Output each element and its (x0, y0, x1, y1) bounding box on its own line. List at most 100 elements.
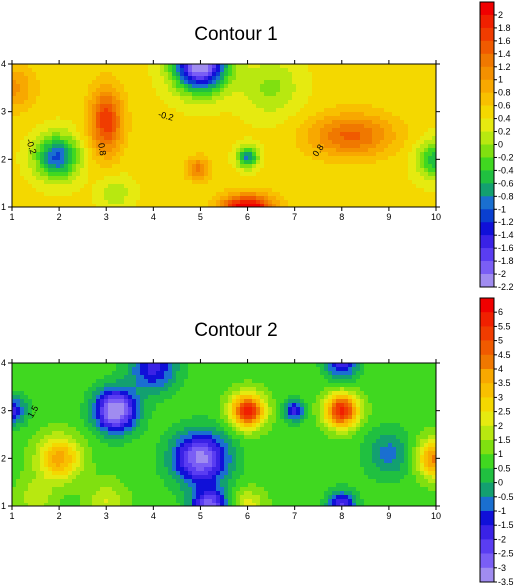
contour-cell (32, 188, 37, 193)
contour-cell (160, 192, 165, 197)
contour-cell (64, 116, 69, 121)
contour-cell (396, 88, 401, 93)
contour-cell (200, 152, 205, 157)
contour-cell (104, 375, 109, 380)
contour-cell (120, 124, 125, 129)
contour-cell (48, 80, 53, 85)
contour-cell (144, 188, 149, 193)
contour-cell (244, 112, 249, 117)
contour-cell (416, 104, 421, 109)
colorbar: 21.81.61.41.210.80.60.40.20-0.2-0.4-0.6-… (479, 1, 514, 292)
contour-cell (32, 176, 37, 181)
contour-cell (180, 140, 185, 145)
contour-cell (32, 88, 37, 93)
contour-cell (372, 84, 377, 89)
contour-cell (140, 200, 145, 205)
contour-cell (272, 148, 277, 153)
contour-cell (416, 184, 421, 189)
contour-cell (400, 192, 405, 197)
contour-cell (64, 176, 69, 181)
contour-cell (36, 188, 41, 193)
contour-cell (16, 204, 21, 208)
contour-cell (64, 383, 69, 388)
contour-cell (148, 379, 153, 384)
contour-cell (312, 136, 317, 141)
contour-cell (428, 108, 433, 113)
contour-cell (40, 379, 45, 384)
contour-cell (224, 391, 229, 396)
contour-cell (60, 108, 65, 113)
contour-cell (364, 64, 369, 69)
contour-cell (116, 375, 121, 380)
contour-cell (356, 192, 361, 197)
contour-cell (232, 100, 237, 105)
contour-cell (232, 148, 237, 153)
contour-cell (116, 188, 121, 193)
contour-cell (48, 124, 53, 129)
contour-cell (224, 379, 229, 384)
contour-cell (144, 200, 149, 205)
contour-cell (180, 371, 185, 376)
contour-cell (176, 88, 181, 93)
contour-cell (236, 172, 241, 177)
contour-cell (368, 144, 373, 149)
contour-cell (12, 395, 17, 400)
contour-cell (276, 64, 281, 69)
contour-line-label: 0.8 (96, 142, 108, 156)
contour-cell (332, 136, 337, 141)
contour-cell (20, 391, 25, 396)
contour-cell (400, 176, 405, 181)
contour-cell (112, 144, 117, 149)
contour-cell (164, 196, 169, 201)
contour-cell (208, 391, 213, 396)
contour-cell (136, 367, 141, 372)
contour-cell (256, 140, 261, 145)
contour-cell (208, 363, 213, 368)
contour-cell (400, 164, 405, 169)
contour-cell (100, 140, 105, 145)
contour-cell (320, 152, 325, 157)
contour-cell (140, 164, 145, 169)
contour-cell (268, 367, 273, 372)
contour-cell (316, 124, 321, 129)
contour-cell (380, 148, 385, 153)
contour-cell (92, 180, 97, 185)
contour-cell (268, 76, 273, 81)
contour-cell (284, 116, 289, 121)
contour-cell (56, 100, 61, 105)
contour-cell (288, 391, 293, 396)
contour-cell (292, 196, 297, 201)
contour-cell (84, 160, 89, 165)
contour-cell (64, 96, 69, 101)
contour-cell (44, 152, 49, 157)
contour-cell (148, 136, 153, 141)
contour-cell (124, 108, 129, 113)
contour-cell (148, 108, 153, 113)
contour-cell (200, 363, 205, 368)
contour-cell (360, 84, 365, 89)
contour-cell (64, 192, 69, 197)
contour-cell (172, 391, 177, 396)
contour-cell (328, 192, 333, 197)
contour-cell (404, 116, 409, 121)
contour-cell (376, 371, 381, 376)
contour-cell (356, 76, 361, 81)
colorbar-label: 1.6 (498, 36, 511, 46)
contour-cell (44, 120, 49, 125)
contour-cell (232, 375, 237, 380)
contour-cell (360, 188, 365, 193)
contour-cell (40, 164, 45, 169)
contour-cell (32, 108, 37, 113)
contour-cell (344, 76, 349, 81)
contour-cell (400, 180, 405, 185)
contour-cell (264, 371, 269, 376)
contour-cell (64, 168, 69, 173)
contour-cell (348, 100, 353, 105)
contour-cell (368, 371, 373, 376)
contour-cell (68, 399, 73, 404)
contour-cell (428, 112, 433, 117)
y-tick-label: 1 (1, 202, 6, 212)
contour-cell (36, 72, 41, 77)
contour-cell (316, 108, 321, 113)
contour-cell (72, 156, 77, 161)
